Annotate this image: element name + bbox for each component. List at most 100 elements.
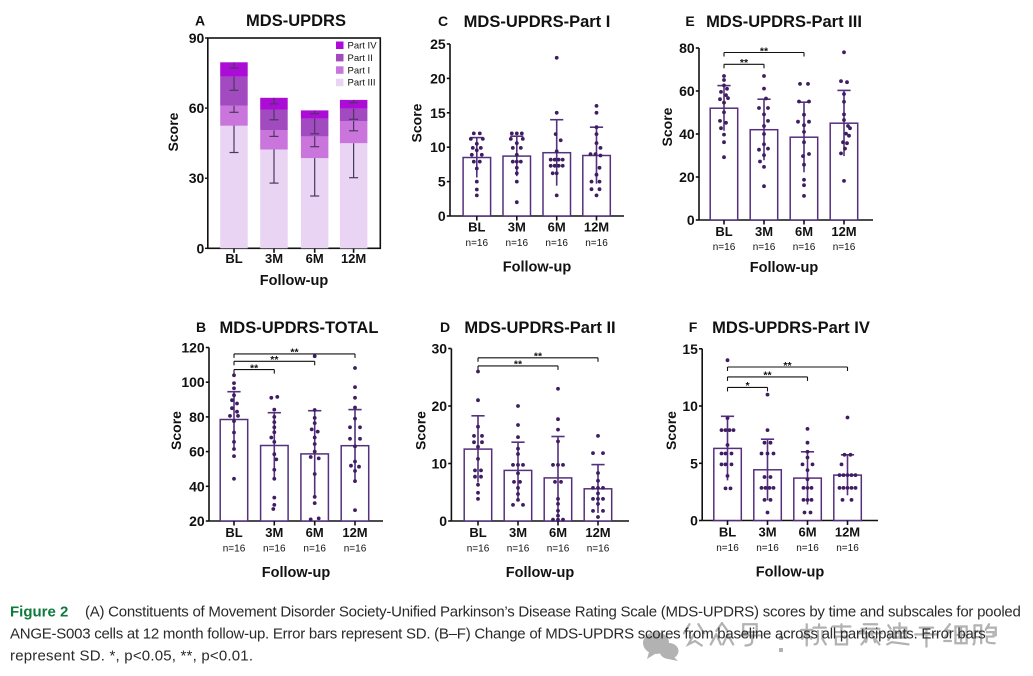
svg-text:20: 20 <box>679 169 695 185</box>
svg-text:5: 5 <box>438 174 446 190</box>
svg-text:0: 0 <box>438 208 446 224</box>
svg-text:Part I: Part I <box>348 65 371 76</box>
svg-text:Score: Score <box>165 112 181 151</box>
svg-text:F: F <box>689 319 698 335</box>
svg-text:12M: 12M <box>342 525 367 540</box>
svg-text:n=16: n=16 <box>344 544 367 555</box>
svg-text:n=16: n=16 <box>585 238 608 249</box>
svg-text:Follow-up: Follow-up <box>260 273 329 289</box>
svg-text:3M: 3M <box>265 251 283 266</box>
svg-text:BL: BL <box>715 224 732 239</box>
svg-text:**: ** <box>740 57 749 69</box>
svg-text:Follow-up: Follow-up <box>756 565 825 581</box>
svg-text:60: 60 <box>189 100 205 116</box>
svg-text:ANGE-S003 cells at 12 month fo: ANGE-S003 cells at 12 month follow-up. E… <box>10 626 986 643</box>
svg-text:12M: 12M <box>835 525 860 540</box>
svg-text:0: 0 <box>439 513 447 529</box>
svg-text:6M: 6M <box>306 525 324 540</box>
svg-text:Follow-up: Follow-up <box>750 260 819 276</box>
svg-text:Part II: Part II <box>348 53 373 64</box>
svg-text:Part III: Part III <box>348 78 376 89</box>
svg-text:Part IV: Part IV <box>348 41 378 52</box>
svg-text:15: 15 <box>430 105 446 121</box>
svg-text:n=16: n=16 <box>713 242 736 253</box>
svg-text:**: ** <box>760 45 769 57</box>
svg-text:Score: Score <box>409 103 425 142</box>
svg-text:20: 20 <box>189 513 205 529</box>
svg-text:3M: 3M <box>755 224 773 239</box>
svg-text:3M: 3M <box>758 525 776 540</box>
svg-text:MDS-UPDRS-Part IV: MDS-UPDRS-Part IV <box>712 319 870 337</box>
svg-text:0: 0 <box>690 513 698 529</box>
svg-text:15: 15 <box>682 341 698 357</box>
svg-text:MDS-UPDRS-Part I: MDS-UPDRS-Part I <box>464 13 611 31</box>
svg-text:E: E <box>685 13 694 29</box>
svg-text:n=16: n=16 <box>467 544 490 555</box>
svg-text:C: C <box>438 13 448 29</box>
svg-text:n=16: n=16 <box>716 543 739 554</box>
svg-text:MDS-UPDRS-TOTAL: MDS-UPDRS-TOTAL <box>220 319 379 337</box>
svg-text:BL: BL <box>225 525 242 540</box>
svg-text:40: 40 <box>679 126 695 142</box>
svg-text:Figure 2: Figure 2 <box>10 604 68 621</box>
svg-text:n=16: n=16 <box>303 544 326 555</box>
svg-text:MDS-UPDRS-Part III: MDS-UPDRS-Part III <box>706 13 862 31</box>
svg-text:n=16: n=16 <box>796 543 819 554</box>
svg-text:Score: Score <box>659 107 675 146</box>
svg-text:**: ** <box>763 370 772 382</box>
svg-text:n=16: n=16 <box>466 238 489 249</box>
svg-text:20: 20 <box>430 70 446 86</box>
svg-text:30: 30 <box>432 341 448 357</box>
svg-text:n=16: n=16 <box>587 544 610 555</box>
svg-text:3M: 3M <box>509 525 527 540</box>
svg-text:Score: Score <box>663 411 679 450</box>
svg-text:80: 80 <box>679 40 695 56</box>
svg-text:10: 10 <box>432 456 448 472</box>
svg-text:n=16: n=16 <box>507 544 530 555</box>
svg-text:10: 10 <box>682 398 698 414</box>
svg-text:represent SD. *, p<0.05, **, p: represent SD. *, p<0.05, **, p<0.01. <box>10 648 253 665</box>
svg-text:**: ** <box>290 347 299 359</box>
svg-text:n=16: n=16 <box>506 238 529 249</box>
svg-text:Follow-up: Follow-up <box>262 565 331 581</box>
svg-text:D: D <box>440 319 450 335</box>
svg-text:Score: Score <box>168 411 184 450</box>
svg-text:0: 0 <box>197 240 205 256</box>
svg-text:Follow-up: Follow-up <box>503 260 572 276</box>
svg-text:MDS-UPDRS-Part II: MDS-UPDRS-Part II <box>464 319 615 337</box>
svg-text:n=16: n=16 <box>545 238 568 249</box>
svg-text:A: A <box>195 13 205 29</box>
svg-text:BL: BL <box>468 220 485 235</box>
svg-text:n=16: n=16 <box>836 543 859 554</box>
svg-text:MDS-UPDRS: MDS-UPDRS <box>246 12 346 30</box>
svg-text:25: 25 <box>430 36 446 52</box>
svg-text:BL: BL <box>469 525 486 540</box>
svg-text:120: 120 <box>181 340 205 356</box>
svg-text:100: 100 <box>181 374 205 390</box>
svg-text:6M: 6M <box>798 525 816 540</box>
svg-text:5: 5 <box>690 455 698 471</box>
svg-text:0: 0 <box>687 212 695 228</box>
svg-text:12M: 12M <box>585 525 610 540</box>
svg-text:(A) Constituents of Movement D: (A) Constituents of Movement Disorder So… <box>85 604 1021 621</box>
svg-text:Follow-up: Follow-up <box>506 565 575 581</box>
svg-text:BL: BL <box>719 525 736 540</box>
svg-text:6M: 6M <box>306 251 324 266</box>
svg-text:n=16: n=16 <box>756 543 779 554</box>
svg-text:*: * <box>745 380 750 392</box>
svg-text:**: ** <box>270 354 279 366</box>
svg-text:20: 20 <box>432 398 448 414</box>
svg-text:Score: Score <box>413 411 429 450</box>
svg-text:12M: 12M <box>341 251 366 266</box>
svg-text:6M: 6M <box>549 525 567 540</box>
svg-text:6M: 6M <box>795 224 813 239</box>
svg-text:**: ** <box>783 360 792 372</box>
svg-text:n=16: n=16 <box>833 242 856 253</box>
svg-text:BL: BL <box>225 251 242 266</box>
svg-text:n=16: n=16 <box>223 544 246 555</box>
svg-text:12M: 12M <box>831 224 856 239</box>
svg-text:60: 60 <box>679 83 695 99</box>
svg-text:90: 90 <box>189 30 205 46</box>
svg-text:30: 30 <box>189 170 205 186</box>
svg-text:**: ** <box>534 351 543 363</box>
